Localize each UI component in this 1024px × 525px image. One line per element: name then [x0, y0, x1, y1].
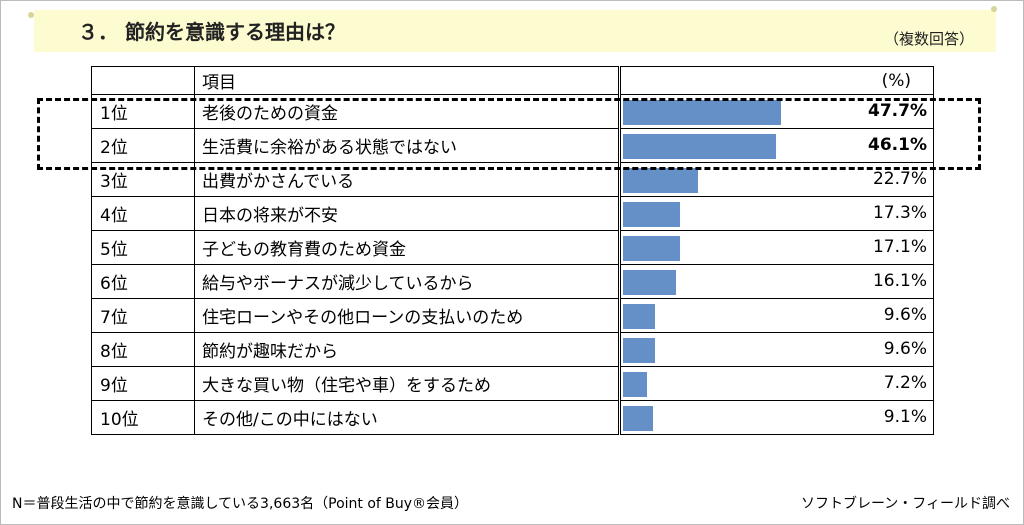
- banner-pin-left-icon: [28, 12, 34, 18]
- bar-cell: 46.1%: [619, 128, 934, 163]
- data-label: 16.1%: [872, 271, 927, 291]
- table-row: 5位 子どもの教育費のため資金 17.1%: [91, 230, 934, 265]
- data-label: 17.3%: [872, 203, 927, 223]
- bar: [623, 338, 655, 363]
- header-item: 項目: [194, 66, 621, 95]
- bar: [623, 304, 655, 329]
- data-label: 22.7%: [872, 169, 927, 189]
- header-rank: [91, 66, 195, 95]
- data-label: 17.1%: [872, 237, 927, 257]
- bar-cell: 9.6%: [619, 332, 934, 367]
- header-unit: (%): [619, 66, 934, 95]
- table-row: 10位 その他/この中にはない 9.1%: [91, 400, 934, 435]
- title-banner: [34, 10, 996, 52]
- bar: [623, 168, 699, 193]
- bar: [623, 134, 776, 159]
- rank-label: 9位: [91, 366, 195, 401]
- ranking-table: 項目 (%) 1位 老後のための資金 47.7% 2位 生活費に余裕がある状態ではない 4…: [91, 66, 934, 435]
- bar-cell: 9.1%: [619, 400, 934, 435]
- data-label: 46.1%: [868, 135, 927, 155]
- data-label: 9.6%: [883, 339, 927, 359]
- bar-cell: 9.6%: [619, 298, 934, 333]
- category-label: 子どもの教育費のため資金: [194, 230, 621, 265]
- bar: [623, 236, 680, 261]
- rank-label: 3位: [91, 162, 195, 197]
- multiple-answer-note: （複数回答）: [883, 30, 974, 48]
- table-row: 3位 出費がかさんでいる 22.7%: [91, 162, 934, 197]
- category-label: 大きな買い物（住宅や車）をするため: [194, 366, 621, 401]
- rank-label: 2位: [91, 128, 195, 163]
- table-row: 1位 老後のための資金 47.7%: [91, 94, 934, 129]
- category-label: 住宅ローンやその他ローンの支払いのため: [194, 298, 621, 333]
- table-row: 4位 日本の将来が不安 17.3%: [91, 196, 934, 231]
- table-row: 9位 大きな買い物（住宅や車）をするため 7.2%: [91, 366, 934, 401]
- source-credit: ソフトブレーン・フィールド調べ: [800, 496, 1010, 512]
- rank-label: 6位: [91, 264, 195, 299]
- bar: [623, 270, 677, 295]
- category-label: 生活費に余裕がある状態ではない: [194, 128, 621, 163]
- data-label: 9.1%: [883, 407, 927, 427]
- rank-label: 7位: [91, 298, 195, 333]
- banner-pin-right-icon: [991, 6, 997, 12]
- page-title: ３． 節約を意識する理由は？: [78, 20, 345, 44]
- bar-cell: 17.1%: [619, 230, 934, 265]
- rank-label: 10位: [91, 400, 195, 435]
- bar: [623, 372, 647, 397]
- category-label: 老後のための資金: [194, 94, 621, 129]
- table-row: 6位 給与やボーナスが減少しているから 16.1%: [91, 264, 934, 299]
- table-row: 7位 住宅ローンやその他ローンの支払いのため 9.6%: [91, 298, 934, 333]
- bar: [623, 100, 781, 125]
- category-label: 出費がかさんでいる: [194, 162, 621, 197]
- rank-label: 5位: [91, 230, 195, 265]
- table-header-row: 項目 (%): [91, 66, 934, 95]
- bar: [623, 406, 654, 431]
- rank-label: 4位: [91, 196, 195, 231]
- category-label: 日本の将来が不安: [194, 196, 621, 231]
- category-label: その他/この中にはない: [194, 400, 621, 435]
- bar-cell: 7.2%: [619, 366, 934, 401]
- data-label: 9.6%: [883, 305, 927, 325]
- bar-cell: 47.7%: [619, 94, 934, 129]
- rank-label: 1位: [91, 94, 195, 129]
- rank-label: 8位: [91, 332, 195, 367]
- data-label: 47.7%: [868, 101, 927, 121]
- bar-cell: 22.7%: [619, 162, 934, 197]
- sample-footnote: N＝普段生活の中で節約を意識している3,663名（Point of Buy®会員…: [12, 496, 469, 512]
- category-label: 節約が趣味だから: [194, 332, 621, 367]
- table-row: 2位 生活費に余裕がある状態ではない 46.1%: [91, 128, 934, 163]
- bar-cell: 17.3%: [619, 196, 934, 231]
- data-label: 7.2%: [883, 373, 927, 393]
- bar-cell: 16.1%: [619, 264, 934, 299]
- table-row: 8位 節約が趣味だから 9.6%: [91, 332, 934, 367]
- bar: [623, 202, 681, 227]
- category-label: 給与やボーナスが減少しているから: [194, 264, 621, 299]
